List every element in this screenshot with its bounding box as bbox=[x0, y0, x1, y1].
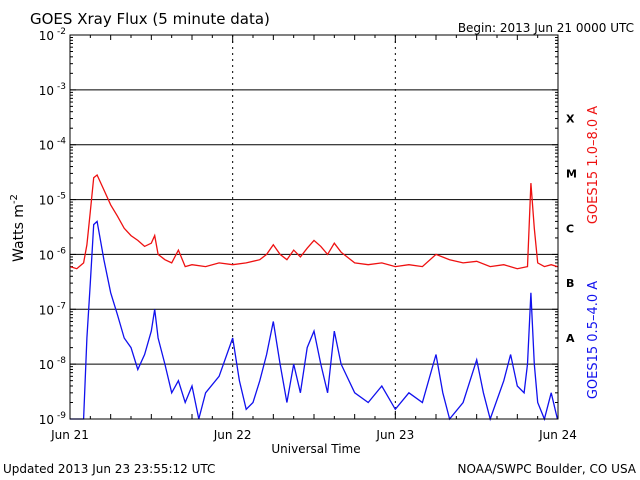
flare-class-m: M bbox=[566, 167, 577, 180]
plot-frame bbox=[69, 34, 559, 420]
x-tick-label: Jun 22 bbox=[213, 428, 252, 442]
y-tick-exponent: -9 bbox=[57, 411, 66, 421]
grid-lines bbox=[69, 34, 559, 420]
y-axis-label: Watts m-2 bbox=[9, 194, 27, 262]
series-lines bbox=[69, 173, 559, 422]
y-tick-label: 10 bbox=[39, 84, 54, 98]
flare-class-a: A bbox=[566, 332, 575, 345]
x-tick-label: Jun 24 bbox=[538, 428, 577, 442]
y-tick-exponent: -8 bbox=[57, 356, 66, 366]
y-tick-label: 10 bbox=[39, 358, 54, 372]
flare-class-b: B bbox=[566, 277, 574, 290]
y-tick-label: 10 bbox=[39, 194, 54, 208]
series-goes15-long bbox=[69, 173, 558, 270]
flare-class-c: C bbox=[566, 222, 574, 235]
y-tick-labels: 10-210-310-410-510-610-710-810-9 bbox=[39, 27, 67, 427]
y-tick-exponent: -3 bbox=[57, 82, 66, 92]
chart-title: GOES Xray Flux (5 minute data) bbox=[30, 10, 270, 28]
x-tick-label: Jun 21 bbox=[50, 428, 89, 442]
legend-goes15-short: GOES15 0.5–4.0 A bbox=[586, 281, 601, 399]
flare-class-x: X bbox=[566, 113, 575, 126]
y-tick-exponent: -5 bbox=[57, 192, 66, 202]
y-tick-label: 10 bbox=[39, 139, 54, 153]
legend-goes15-long: GOES15 1.0–8.0 A bbox=[586, 106, 601, 224]
x-axis-label: Universal Time bbox=[271, 442, 360, 456]
x-tick-label: Jun 23 bbox=[375, 428, 414, 442]
y-tick-label: 10 bbox=[39, 29, 54, 43]
y-tick-label: 10 bbox=[39, 248, 54, 262]
y-tick-exponent: -7 bbox=[57, 301, 66, 311]
y-tick-label: 10 bbox=[39, 413, 54, 427]
flare-class-labels: X M C B A bbox=[566, 113, 577, 345]
series-goes15-short bbox=[70, 220, 559, 422]
y-tick-exponent: -6 bbox=[57, 246, 66, 256]
begin-time: Begin: 2013 Jun 21 0000 UTC bbox=[458, 21, 634, 35]
y-tick-exponent: -2 bbox=[57, 27, 66, 37]
credit-text: NOAA/SWPC Boulder, CO USA bbox=[458, 462, 637, 476]
x-tick-labels: Jun 21 Jun 22 Jun 23 Jun 24 bbox=[50, 428, 577, 442]
updated-timestamp: Updated 2013 Jun 23 23:55:12 UTC bbox=[3, 462, 215, 476]
y-tick-exponent: -4 bbox=[57, 137, 66, 147]
y-tick-label: 10 bbox=[39, 303, 54, 317]
